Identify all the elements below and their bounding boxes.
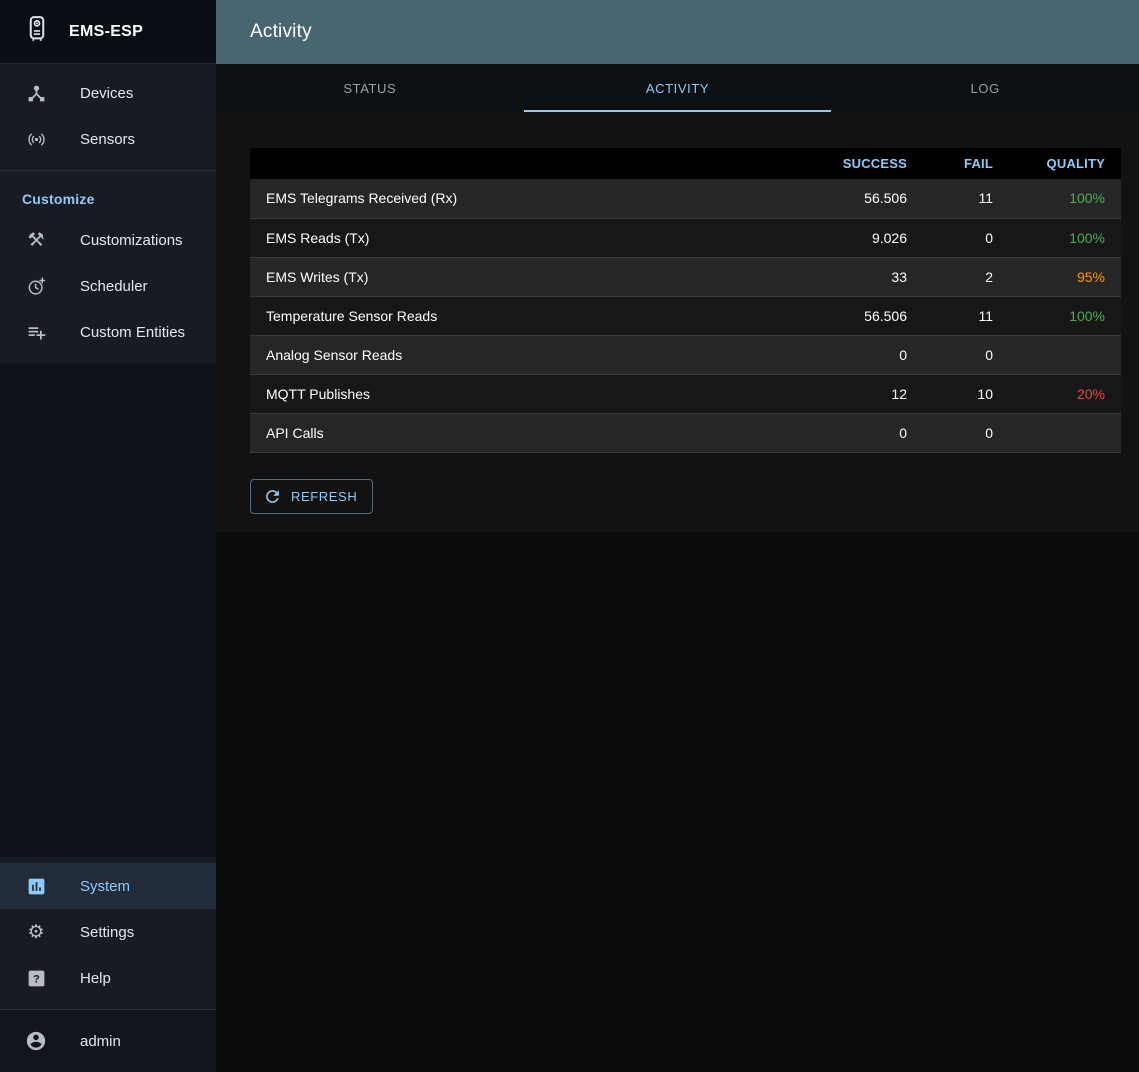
sidebar-item-label: Scheduler <box>80 277 148 295</box>
page-title: Activity <box>250 21 312 42</box>
row-label: EMS Writes (Tx) <box>266 268 369 285</box>
table-header-row: SUCCESS FAIL QUALITY <box>250 148 1121 179</box>
sidebar-item-label: Help <box>80 969 111 987</box>
app-bar: Activity <box>216 0 1139 64</box>
account-icon <box>24 1029 48 1053</box>
sidebar-item-system[interactable]: System <box>0 863 216 909</box>
activity-panel: SUCCESS FAIL QUALITY EMS Telegrams Recei… <box>216 112 1139 532</box>
sidebar: EMS-ESP Devices <box>0 0 216 1072</box>
table-row: Temperature Sensor Reads 56.506 11 100% <box>250 296 1121 335</box>
sidebar-item-label: Settings <box>80 923 135 941</box>
scheduler-icon <box>24 274 48 298</box>
tab-activity[interactable]: ACTIVITY <box>523 64 832 112</box>
row-label: Temperature Sensor Reads <box>266 307 438 324</box>
ems-esp-logo-icon <box>22 14 52 49</box>
tab-bar: STATUS ACTIVITY LOG <box>216 64 1139 112</box>
tab-status[interactable]: STATUS <box>343 80 397 96</box>
custom-entities-icon <box>24 320 48 344</box>
sidebar-item-devices[interactable]: Devices <box>0 70 216 116</box>
fail-value: 0 <box>985 229 993 246</box>
fail-value: 2 <box>985 268 993 285</box>
sidebar-item-admin[interactable]: admin <box>0 1018 216 1064</box>
table-row: EMS Telegrams Received (Rx) 56.506 11 100% <box>250 179 1121 218</box>
sidebar-item-label: Custom Entities <box>80 323 186 341</box>
refresh-icon <box>263 487 282 506</box>
fail-value: 10 <box>977 385 993 402</box>
sidebar-user-block: admin <box>0 1009 216 1072</box>
sidebar-section-customize: Customize <box>22 191 95 207</box>
sidebar-item-label: Customizations <box>80 231 183 249</box>
settings-icon: ⚙ <box>27 921 45 943</box>
table-row: API Calls 0 0 <box>250 413 1121 452</box>
column-header-quality: QUALITY <box>1046 156 1105 171</box>
customizations-icon: ⚒ <box>27 229 45 251</box>
table-row: MQTT Publishes 12 10 20% <box>250 374 1121 413</box>
help-icon: ? <box>24 966 48 990</box>
success-value: 12 <box>891 385 907 402</box>
quality-value: 100% <box>1069 307 1105 324</box>
sidebar-item-custom-entities[interactable]: Custom Entities <box>0 309 216 355</box>
refresh-button[interactable]: REFRESH <box>250 478 374 514</box>
table-row: EMS Writes (Tx) 33 2 95% <box>250 257 1121 296</box>
sidebar-item-customizations[interactable]: ⚒ Customizations <box>0 217 216 263</box>
quality-value <box>1009 413 1121 452</box>
refresh-button-label: REFRESH <box>291 488 358 504</box>
quality-value <box>1009 335 1121 374</box>
success-value: 56.506 <box>864 307 907 324</box>
fail-value: 0 <box>985 346 993 363</box>
quality-value: 100% <box>1069 190 1105 207</box>
table-row: Analog Sensor Reads 0 0 <box>250 335 1121 374</box>
system-icon <box>24 874 48 898</box>
tab-log[interactable]: LOG <box>970 80 1000 96</box>
row-label: API Calls <box>266 424 324 441</box>
sidebar-item-sensors[interactable]: Sensors <box>0 116 216 162</box>
quality-value: 20% <box>1076 385 1105 402</box>
sidebar-item-help[interactable]: ? Help <box>0 955 216 1001</box>
row-label: MQTT Publishes <box>266 385 370 402</box>
success-value: 0 <box>899 424 907 441</box>
username-label: admin <box>80 1032 121 1050</box>
column-header-name <box>250 148 803 179</box>
brand-title: EMS-ESP <box>69 22 144 40</box>
success-value: 33 <box>891 268 907 285</box>
success-value: 56.506 <box>864 190 907 207</box>
content-filler <box>216 531 1139 1072</box>
row-label: EMS Reads (Tx) <box>266 229 370 246</box>
row-label: Analog Sensor Reads <box>266 346 403 363</box>
sidebar-bottom-menu: System ⚙ Settings ? Help <box>0 857 216 1009</box>
sidebar-item-scheduler[interactable]: Scheduler <box>0 263 216 309</box>
sensors-icon <box>24 127 48 151</box>
sidebar-item-settings[interactable]: ⚙ Settings <box>0 909 216 955</box>
fail-value: 11 <box>978 307 993 324</box>
column-header-success: SUCCESS <box>842 156 907 171</box>
svg-text:?: ? <box>33 973 40 985</box>
sidebar-item-label: System <box>80 877 131 895</box>
quality-value: 95% <box>1076 268 1105 285</box>
quality-value: 100% <box>1069 229 1105 246</box>
table-row: EMS Reads (Tx) 9.026 0 100% <box>250 218 1121 257</box>
sidebar-spacer <box>0 363 216 857</box>
activity-table: SUCCESS FAIL QUALITY EMS Telegrams Recei… <box>250 148 1121 453</box>
sidebar-item-label: Sensors <box>80 130 136 148</box>
main-area: Activity STATUS ACTIVITY LOG SUCCESS <box>216 0 1139 1072</box>
success-value: 0 <box>899 346 907 363</box>
fail-value: 0 <box>985 424 993 441</box>
fail-value: 11 <box>978 190 993 207</box>
row-label: EMS Telegrams Received (Rx) <box>266 190 458 207</box>
success-value: 9.026 <box>871 229 907 246</box>
column-header-fail: FAIL <box>964 156 993 171</box>
divider <box>0 170 216 171</box>
sidebar-main-menu: Devices Sensors Customize ⚒ <box>0 64 216 363</box>
activity-table-body: EMS Telegrams Received (Rx) 56.506 11 100% E… <box>250 179 1121 452</box>
sidebar-item-label: Devices <box>80 84 134 102</box>
devices-icon <box>24 81 48 105</box>
sidebar-header: EMS-ESP <box>0 0 216 64</box>
